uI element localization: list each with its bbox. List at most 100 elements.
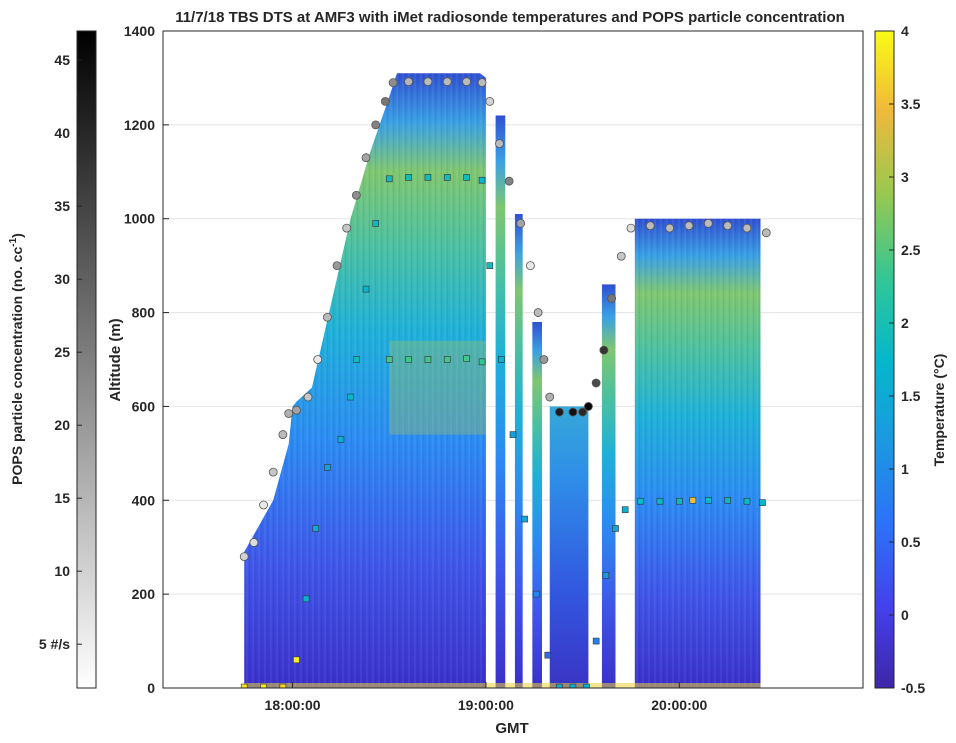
x-tick-label: 18:00:00 xyxy=(265,697,321,713)
y-tick-label: 1000 xyxy=(124,211,155,227)
pops-circle xyxy=(442,77,452,87)
radiosonde-square xyxy=(675,497,683,505)
pops-circle xyxy=(462,77,471,87)
temperature-colorbar-label: Temperature (°C) xyxy=(931,354,947,467)
x-tick-label: 19:00:00 xyxy=(458,697,514,713)
radiosonde-square xyxy=(521,515,528,523)
temperature-tick-label: 4 xyxy=(901,23,909,39)
radiosonde-square xyxy=(583,683,590,688)
pops-circle xyxy=(539,355,549,364)
pops-tick-label: 45 xyxy=(54,52,70,68)
pops-circle xyxy=(361,153,371,163)
pops-circle xyxy=(485,96,495,106)
pops-tick-label: 30 xyxy=(54,271,70,287)
pops-colorbar-ticks: 5 #/s 10 15 20 25 30 35 40 45 xyxy=(39,52,82,652)
pops-circle xyxy=(284,409,294,418)
dts-main-texture xyxy=(244,73,486,688)
radiosonde-square xyxy=(385,175,393,183)
pops-circle xyxy=(380,96,390,106)
pops-circle xyxy=(555,407,564,417)
radiosonde-square xyxy=(743,497,751,505)
pops-concentration-circles xyxy=(239,77,771,561)
pops-circle xyxy=(607,294,617,303)
radiosonde-square xyxy=(424,174,432,181)
temperature-tick-label: 1 xyxy=(901,461,909,477)
dts-block-texture xyxy=(634,218,761,688)
y-tick-label: 200 xyxy=(132,586,156,602)
plot-frame xyxy=(162,30,864,689)
y-tick-label: 0 xyxy=(147,680,155,696)
dts-temperature-field xyxy=(244,73,761,688)
pops-circle xyxy=(761,228,771,238)
pops-circle xyxy=(742,223,752,233)
y-tick-label: 600 xyxy=(132,398,156,414)
radiosonde-square xyxy=(689,496,697,504)
radiosonde-square xyxy=(486,262,494,269)
pops-circle xyxy=(249,538,259,547)
radiosonde-square xyxy=(637,497,644,505)
temperature-tick-label: 2.5 xyxy=(901,242,921,258)
radiosonde-square xyxy=(509,431,517,438)
radiosonde-square xyxy=(362,285,370,293)
x-axis-label: GMT xyxy=(495,720,528,737)
pops-circle xyxy=(703,219,713,228)
pops-circle xyxy=(477,78,487,88)
pops-circle xyxy=(578,407,588,417)
radiosonde-square xyxy=(443,356,451,363)
radiosonde-square xyxy=(656,497,664,505)
radiosonde-square xyxy=(302,595,310,603)
pops-circle xyxy=(278,430,288,439)
x-tick-label: 20:00:00 xyxy=(651,697,707,713)
plot-area: 18:00:00 19:00:00 20:00:00 0 200 400 600 800 10… xyxy=(124,23,864,713)
temperature-tick-label: -0.5 xyxy=(901,680,925,696)
radiosonde-square xyxy=(260,683,267,688)
pops-circle xyxy=(591,378,601,388)
radiosonde-square xyxy=(532,590,540,598)
radiosonde-square xyxy=(372,220,380,227)
pops-circle xyxy=(533,308,543,317)
temperature-tick-label: 3 xyxy=(901,169,909,185)
pops-circle xyxy=(342,223,352,233)
temperature-tick-label: 0.5 xyxy=(901,534,921,550)
dts-narrow-column xyxy=(601,284,616,688)
pops-circle xyxy=(723,221,733,231)
pops-circle xyxy=(616,251,626,261)
pops-tick-label: 15 xyxy=(54,490,70,506)
radiosonde-square xyxy=(478,358,486,366)
pops-circle xyxy=(599,345,609,355)
pops-circle xyxy=(292,405,301,415)
radiosonde-square xyxy=(385,356,393,363)
dts-strip xyxy=(514,214,523,688)
dts-plateau xyxy=(549,406,589,688)
radiosonde-square xyxy=(498,356,505,363)
pops-tick-label: 10 xyxy=(54,563,70,579)
pops-colorbar: 5 #/s 10 15 20 25 30 35 40 45 POPS particle conc… xyxy=(8,30,97,689)
temperature-colorbar-ticks: -0.5 0 0.5 1 1.5 2 2.5 3 3.5 4 xyxy=(889,23,925,696)
temperature-colorbar-gradient xyxy=(874,30,895,689)
radiosonde-square xyxy=(405,356,412,363)
pops-circle xyxy=(495,139,504,149)
pops-circle xyxy=(545,392,555,402)
chart-title: 11/7/18 TBS DTS at AMF3 with iMet radios… xyxy=(175,9,845,26)
pops-circle xyxy=(371,120,381,130)
radiosonde-square xyxy=(463,355,470,362)
pops-circle xyxy=(313,355,323,364)
radiosonde-square xyxy=(347,393,354,401)
radiosonde-square xyxy=(602,572,610,579)
radiosonde-square xyxy=(569,683,577,688)
radiosonde-square xyxy=(621,506,629,513)
dts-warm-band xyxy=(389,340,486,435)
temperature-tick-label: 1.5 xyxy=(901,388,921,404)
radiosonde-square xyxy=(293,656,300,664)
radiosonde-square xyxy=(724,496,731,504)
pops-circle xyxy=(259,500,268,510)
pops-tick-label: 5 #/s xyxy=(39,636,70,652)
dts-surface-strip xyxy=(244,683,761,688)
temperature-tick-label: 0 xyxy=(901,607,909,623)
radiosonde-square xyxy=(759,499,766,506)
radiosonde-square xyxy=(612,525,619,532)
pops-circle xyxy=(626,223,636,233)
radiosonde-square xyxy=(424,356,432,363)
pops-circle xyxy=(268,467,278,477)
